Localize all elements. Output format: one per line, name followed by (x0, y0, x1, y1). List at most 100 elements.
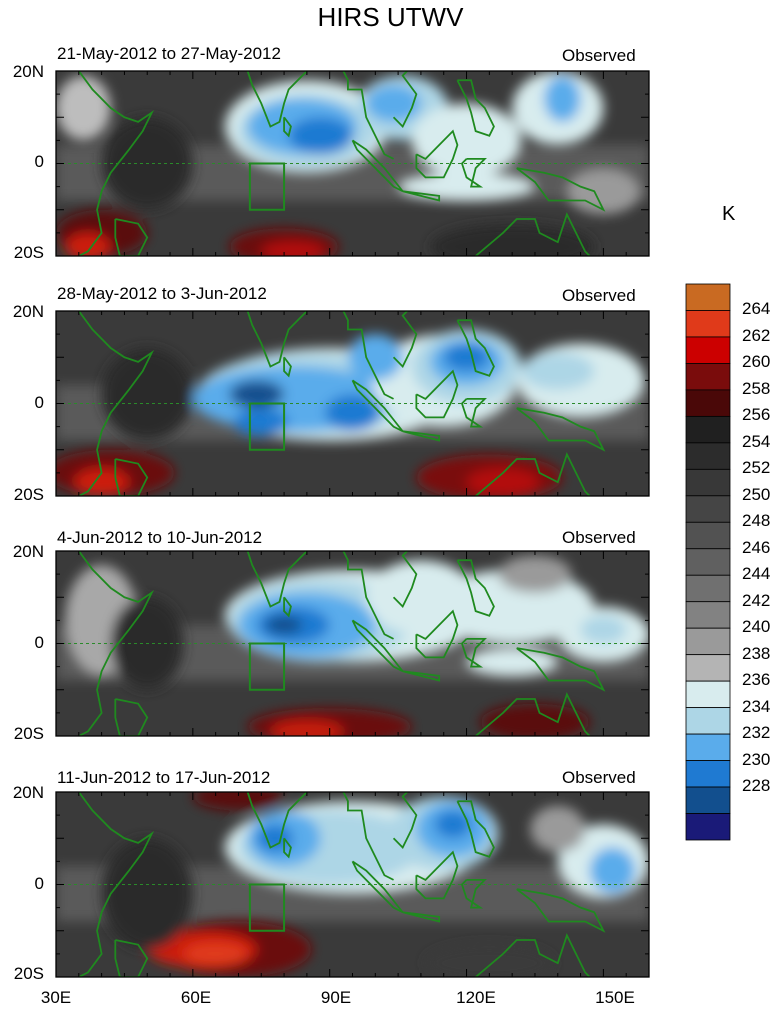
colorbar-label: 254 (742, 431, 771, 451)
lat-label: 0 (34, 633, 44, 652)
coastline (329, 71, 394, 160)
colorbar-swatch (685, 389, 731, 417)
colorbar-label: 240 (742, 617, 771, 637)
colorbar-label: 232 (742, 723, 771, 743)
coastline (456, 559, 495, 617)
lat-label: 20S (13, 964, 44, 983)
colorbar-swatch (685, 283, 731, 311)
colorbar-label: 264 (742, 299, 771, 319)
colorbar-swatch (685, 601, 731, 629)
field-contour (544, 75, 581, 122)
colorbar-label: 256 (742, 405, 771, 425)
coastline (402, 430, 441, 442)
field-contour (270, 719, 344, 736)
colorbar-label: 250 (742, 484, 771, 504)
field-contour (425, 944, 554, 977)
colorbar-swatch (685, 442, 731, 470)
coastline (516, 167, 606, 212)
field-contour (589, 847, 636, 894)
coastline (283, 356, 292, 378)
colorbar-label: 252 (742, 458, 771, 478)
panel-4-tag: Observed (562, 768, 636, 787)
colorbar-label: 234 (742, 696, 771, 716)
field-contour (192, 792, 285, 811)
coastline (460, 397, 487, 428)
colorbar-swatch (685, 574, 731, 603)
coastline (475, 452, 591, 496)
colorbar-swatch (685, 627, 731, 656)
coastline (78, 551, 155, 736)
colorbar-swatch (685, 813, 731, 841)
colorbar (685, 283, 731, 841)
study-region-box (248, 642, 286, 691)
figure-title: HIRS UTWV (317, 2, 464, 32)
coastline (329, 551, 394, 640)
coastline (246, 71, 308, 128)
study-region-box (248, 162, 286, 211)
colorbar-swatch (685, 760, 731, 788)
coastline (475, 692, 591, 736)
coastline (392, 551, 418, 609)
panel-4-date: 11-Jun-2012 to 17-Jun-2012 (57, 768, 271, 787)
coastline (475, 933, 591, 977)
lat-label: 20N (12, 62, 44, 81)
field-contour (183, 942, 248, 966)
colorbar-label: 236 (742, 670, 771, 690)
colorbar-label: 238 (742, 643, 771, 663)
lat-label: 0 (34, 874, 44, 893)
lon-label: 60E (180, 988, 212, 1007)
lon-label: 150E (595, 988, 635, 1007)
colorbar-label: 262 (742, 325, 771, 345)
field-contour (325, 394, 380, 432)
study-region-box (248, 883, 286, 932)
field-contour (233, 408, 289, 436)
coastline (114, 698, 149, 736)
colorbar-label: 242 (742, 590, 771, 610)
colorbar-label: 228 (742, 776, 771, 796)
coastline (392, 311, 418, 369)
map-panel-2 (55, 310, 650, 497)
colorbar-label: 248 (742, 511, 771, 531)
coastline (415, 369, 459, 419)
panel-1-tag: Observed (562, 46, 636, 65)
coastline (78, 71, 155, 256)
field-contour (411, 103, 522, 178)
colorbar-label: 230 (742, 749, 771, 769)
field-contour (521, 352, 595, 390)
field-contour (466, 648, 558, 676)
colorbar-swatch (685, 310, 731, 338)
panel-1-date: 21-May-2012 to 27-May-2012 (57, 44, 281, 63)
coastline (78, 792, 155, 977)
coastline (516, 888, 606, 933)
coastline (246, 792, 308, 849)
coastline (456, 79, 495, 137)
field-contour (261, 241, 326, 256)
lon-label: 120E (456, 988, 496, 1007)
coastline (351, 619, 404, 673)
colorbar-unit: K (722, 203, 736, 225)
map-panel-1 (55, 70, 650, 257)
field-contour (265, 615, 303, 635)
coastline (351, 860, 404, 914)
coastline (283, 596, 292, 618)
coastline (329, 792, 394, 881)
coastline (114, 218, 149, 256)
panel-3-date: 4-Jun-2012 to 10-Jun-2012 (57, 528, 263, 547)
field-contour (56, 75, 111, 141)
colorbar-swatch (685, 786, 731, 814)
colorbar-swatch (685, 521, 731, 550)
coastline (415, 609, 459, 659)
lat-label: 20N (12, 542, 44, 561)
coastline (456, 319, 495, 377)
coastline (329, 311, 394, 400)
field-contour (530, 805, 586, 853)
coastline (456, 800, 495, 858)
field-contour (366, 84, 421, 122)
coastline (402, 911, 441, 923)
field-contour (101, 838, 193, 950)
coastline (351, 379, 404, 433)
panel-2-tag: Observed (562, 286, 636, 305)
colorbar-swatch (685, 680, 731, 709)
colorbar-swatch (685, 363, 731, 391)
